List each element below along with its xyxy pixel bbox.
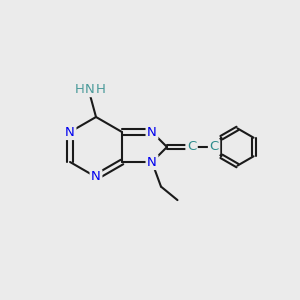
- Text: N: N: [91, 170, 101, 184]
- Text: H: H: [96, 83, 105, 96]
- Text: N: N: [147, 155, 157, 169]
- Text: C: C: [209, 140, 219, 154]
- Text: N: N: [85, 83, 95, 96]
- Text: N: N: [147, 125, 157, 139]
- Text: C: C: [187, 140, 196, 154]
- Text: H: H: [75, 83, 84, 96]
- Text: N: N: [65, 125, 75, 139]
